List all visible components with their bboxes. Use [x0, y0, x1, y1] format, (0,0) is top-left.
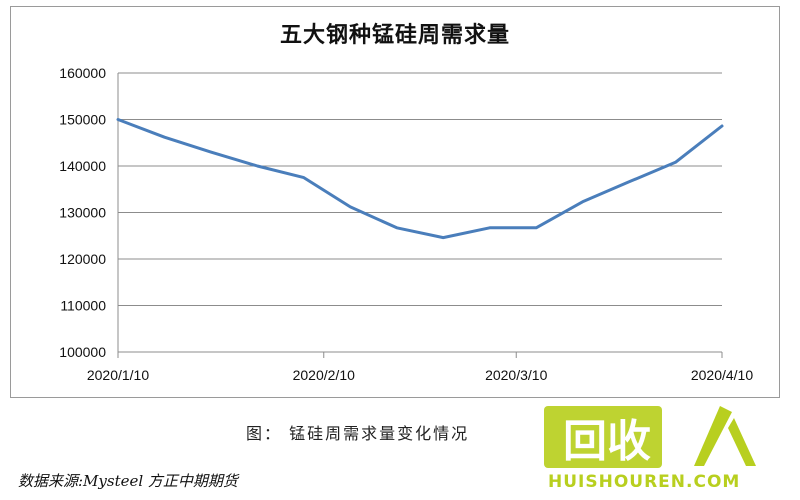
y-tick-label: 120000	[59, 251, 106, 267]
data-source: 数据来源:Mysteel 方正中期期货	[18, 472, 238, 490]
y-tick-label: 140000	[59, 158, 106, 174]
series-layer	[116, 118, 724, 240]
y-tick-label: 130000	[59, 205, 106, 221]
series-line-0	[116, 118, 724, 240]
figure-caption: 图： 锰硅周需求量变化情况	[246, 424, 470, 443]
watermark-subtext: HUISHOUREN.COM	[548, 472, 741, 492]
watermark-box	[544, 406, 662, 468]
chart-frame: 五大钢种锰硅周需求量	[10, 6, 780, 398]
x-tick-label: 2020/2/10	[293, 367, 355, 383]
watermark-logo: 回收 HUISHOUREN.COM	[540, 400, 790, 496]
watermark-logo-text: 回收	[563, 416, 651, 467]
y-tick-label: 150000	[59, 112, 106, 128]
x-tick-label: 2020/1/10	[87, 367, 149, 383]
y-tick-label: 160000	[59, 65, 106, 81]
y-tick-label: 100000	[59, 344, 106, 360]
x-axis: 2020/1/10 2020/2/10 2020/3/10 2020/4/10	[87, 73, 753, 383]
line-chart: 100000 110000 120000 130000 140000 150000 1600…	[59, 65, 753, 383]
person-icon	[694, 406, 756, 466]
x-tick-label: 2020/3/10	[485, 367, 547, 383]
y-tick-label: 110000	[60, 298, 106, 314]
gridlines	[118, 72, 722, 353]
y-axis-ticks: 100000 110000 120000 130000 140000 150000 1600…	[59, 65, 106, 360]
x-tick-label: 2020/4/10	[691, 367, 753, 383]
chart-title: 五大钢种锰硅周需求量	[279, 22, 510, 48]
